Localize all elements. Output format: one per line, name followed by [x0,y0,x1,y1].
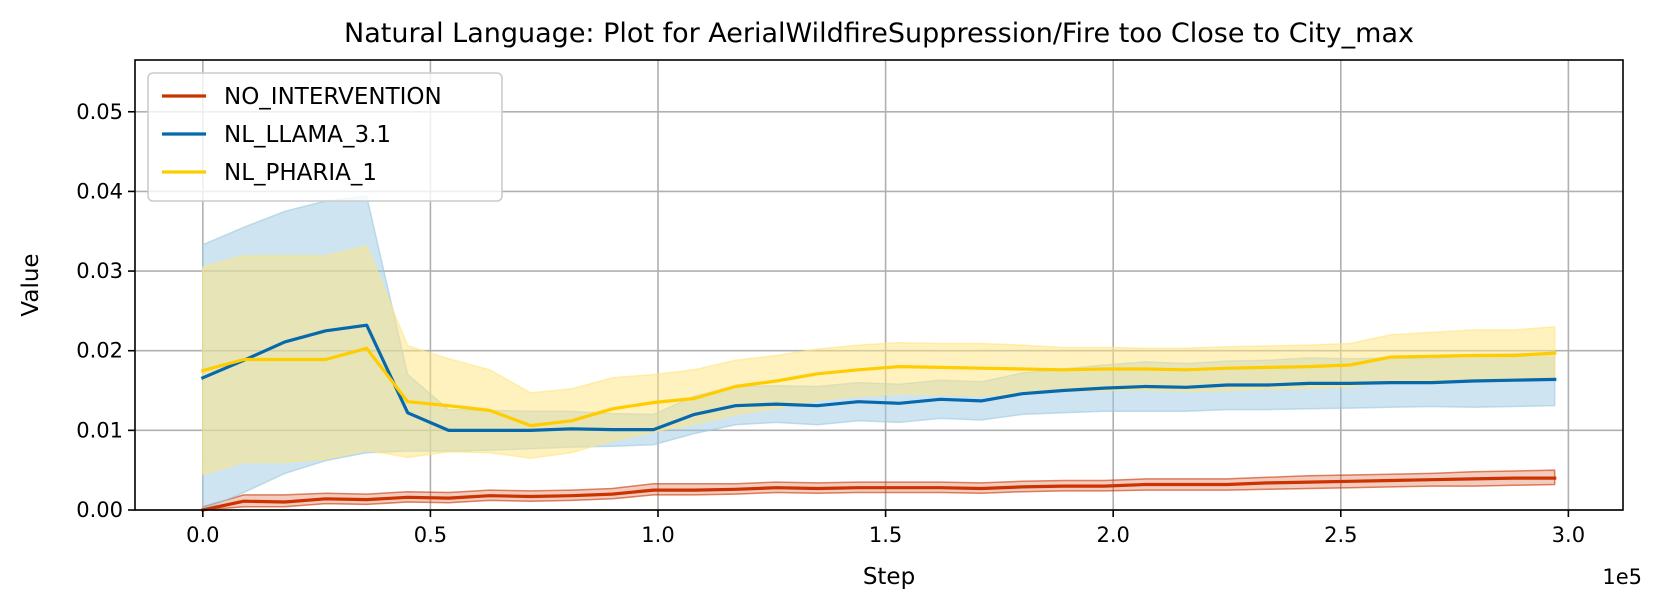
y-tick-label: 0.05 [76,100,123,124]
x-tick-label: 2.0 [1096,523,1129,547]
y-tick-label: 0.02 [76,339,123,363]
legend-box [147,72,503,202]
line-no-intervention [200,476,1557,512]
series-lines [200,323,1557,512]
legend-label-nl-pharia-1: NL_PHARIA_1 [224,160,377,186]
legend-label-nl-llama-3-1: NL_LLAMA_3.1 [224,122,391,148]
band-nl-pharia-1 [202,245,1556,476]
y-axis-ticks: 0.00 0.01 0.02 0.03 0.04 0.05 [76,100,135,522]
x-axis-ticks: 0.0 0.5 1.0 1.5 2.0 2.5 3.0 [186,510,1585,547]
plot-frame [134,59,1624,511]
x-axis-offset-label: 1e5 [1602,565,1642,589]
line-nl-pharia-1 [200,346,1557,428]
x-axis-label: Step [863,564,915,590]
y-axis-label: Value [18,253,44,316]
legend: NO_INTERVENTION NL_LLAMA_3.1 NL_PHARIA_1 [147,72,503,202]
x-tick-label: 1.0 [641,523,674,547]
x-tick-label: 0.0 [186,523,219,547]
y-tick-label: 0.00 [76,498,123,522]
line-nl-llama-3-1 [200,323,1557,432]
legend-label-no-intervention: NO_INTERVENTION [224,84,442,110]
chart-title: Natural Language: Plot for AerialWildfir… [344,18,1414,49]
y-tick-label: 0.04 [76,179,123,203]
x-tick-label: 1.5 [869,523,902,547]
confidence-bands [202,195,1556,512]
x-tick-label: 3.0 [1552,523,1585,547]
x-tick-label: 0.5 [414,523,447,547]
band-no-intervention [202,469,1556,511]
y-tick-label: 0.01 [76,418,123,442]
y-tick-label: 0.03 [76,259,123,283]
x-tick-label: 2.5 [1324,523,1357,547]
